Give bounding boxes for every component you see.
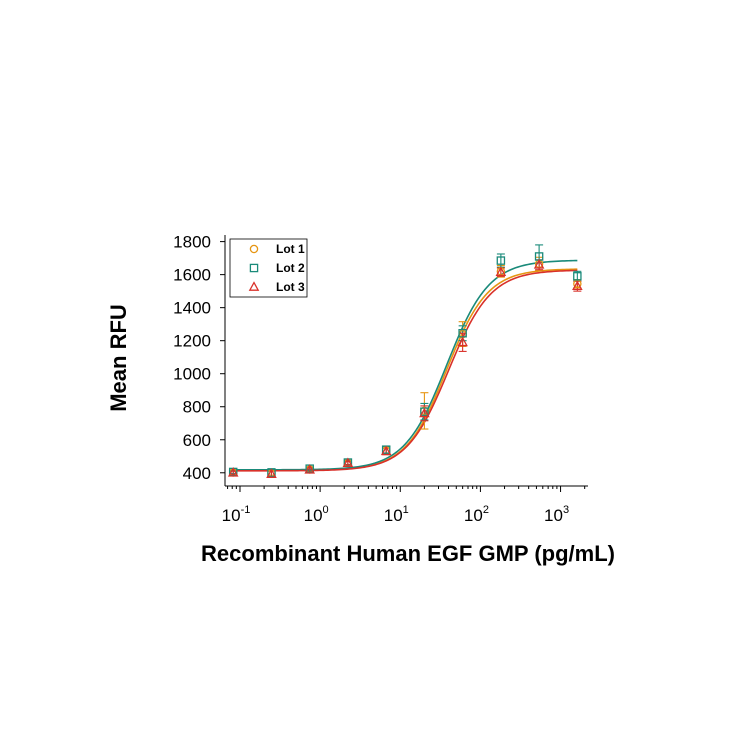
y-tick-label: 1600 <box>173 266 211 285</box>
data-point-lot-3 <box>419 407 430 418</box>
legend-marker-lot-1 <box>249 244 259 254</box>
y-tick-label: 600 <box>183 431 211 450</box>
data-point-lot-3 <box>572 280 583 291</box>
legend-label-lot-2: Lot 2 <box>276 261 305 275</box>
legend-markers <box>248 244 260 291</box>
legend-label-lot-3: Lot 3 <box>276 280 305 294</box>
data-point-lot-2 <box>496 256 506 265</box>
data-point-lot-3 <box>457 336 468 347</box>
data-point-lot-3 <box>533 258 545 269</box>
x-tick-label: 10-1 <box>222 504 251 525</box>
y-axis-ticks: 400 600 800 1000 1200 1400 1600 1800 <box>173 233 225 483</box>
data-points <box>227 252 583 478</box>
data-point-lot-3 <box>495 266 507 277</box>
fit-curve-lot-1 <box>233 268 578 472</box>
y-tick-label: 800 <box>183 398 211 417</box>
data-point-lot-3 <box>266 468 277 478</box>
x-tick-label: 103 <box>544 504 569 525</box>
legend-label-lot-1: Lot 1 <box>276 242 305 256</box>
legend-marker-lot-3 <box>248 281 260 291</box>
x-tick-label: 101 <box>384 504 409 525</box>
y-tick-label: 400 <box>183 464 211 483</box>
fit-curve-lot-3 <box>233 269 578 472</box>
y-tick-label: 1200 <box>173 332 211 351</box>
legend-marker-lot-2 <box>249 263 259 273</box>
x-axis-ticks: 10-1 100 101 102 103 <box>222 486 586 525</box>
y-tick-label: 1000 <box>173 365 211 384</box>
y-tick-label: 1400 <box>173 299 211 318</box>
legend: Lot 1 Lot 2 Lot 3 <box>229 238 308 298</box>
data-point-lot-2 <box>573 272 582 281</box>
x-tick-label: 100 <box>304 504 329 525</box>
fit-curve-lot-2 <box>233 259 578 471</box>
x-axis-title: Recombinant Human EGF GMP (pg/mL) <box>201 541 615 566</box>
data-point-lot-3 <box>342 457 354 468</box>
legend-box <box>229 238 308 298</box>
y-axis-title: Mean RFU <box>106 304 131 412</box>
data-point-lot-3 <box>304 464 316 474</box>
data-point-lot-3 <box>227 467 239 477</box>
x-tick-label: 102 <box>464 504 489 525</box>
y-tick-label: 1800 <box>173 233 211 252</box>
data-point-lot-3 <box>380 445 392 456</box>
fit-curves <box>233 259 578 472</box>
